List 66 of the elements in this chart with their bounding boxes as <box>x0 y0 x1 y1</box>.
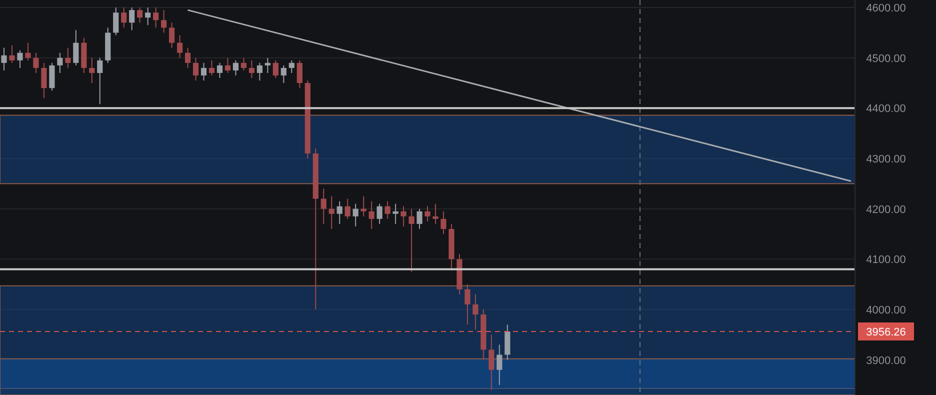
candlestick <box>432 203 438 224</box>
y-tick-label: 4600.00 <box>866 2 906 15</box>
ref-line-label: 3956.26 <box>866 326 906 338</box>
candlestick <box>161 10 167 34</box>
candlestick <box>256 62 262 82</box>
y-tick-label: 4500.00 <box>866 52 906 65</box>
candlestick <box>1 47 7 71</box>
y-tick-label: 4300.00 <box>866 154 906 166</box>
candlestick <box>488 334 494 390</box>
candlestick <box>200 62 207 82</box>
candlestick <box>113 7 119 36</box>
candlestick <box>496 344 502 386</box>
candlestick <box>248 60 254 78</box>
y-tick-label: 4400.00 <box>866 103 906 116</box>
candlestick <box>137 7 143 24</box>
candlestick <box>368 200 374 230</box>
candlestick <box>9 44 15 64</box>
candlestick <box>240 57 247 71</box>
candlestick <box>121 7 127 28</box>
y-tick-label: 4100.00 <box>866 254 906 266</box>
candlestick <box>65 47 71 68</box>
candlestick <box>57 52 63 74</box>
candlestick <box>328 196 334 230</box>
candlestick <box>264 57 270 74</box>
candlestick <box>17 50 23 68</box>
candlestick <box>440 210 446 234</box>
candlestick <box>169 22 175 48</box>
candlestick <box>192 57 199 82</box>
candlestick <box>296 60 302 89</box>
candlestick <box>216 62 223 78</box>
candlestick <box>472 294 478 330</box>
y-tick-label: 4200.00 <box>866 204 906 216</box>
candlestick <box>145 7 151 26</box>
candlestick <box>129 7 135 31</box>
candlestick <box>384 200 390 220</box>
candlestick <box>320 188 326 224</box>
candlestick <box>336 200 342 224</box>
candlestick <box>288 60 294 74</box>
candlestick <box>73 30 79 66</box>
candlestick <box>153 7 159 28</box>
candlestick <box>33 52 39 74</box>
candlestick <box>352 203 358 227</box>
y-tick-label: 3900.00 <box>866 354 906 367</box>
candlestick <box>408 208 414 272</box>
candlestick <box>392 203 398 224</box>
candlestick <box>424 206 430 222</box>
candlestick <box>344 198 350 220</box>
candlestick <box>464 284 470 326</box>
candlestick <box>272 60 278 78</box>
candlestick <box>184 47 191 68</box>
candlestick <box>416 208 422 230</box>
candlestick <box>41 62 47 99</box>
candlestick <box>176 34 183 58</box>
candlestick <box>97 57 103 105</box>
y-tick-label: 4000.00 <box>866 304 906 316</box>
candlestick <box>49 62 55 92</box>
candlestick <box>25 42 31 61</box>
candlestick <box>224 57 231 74</box>
candlestick <box>89 57 95 84</box>
candlestick <box>280 64 286 84</box>
candlestick <box>504 324 510 360</box>
candlestick <box>376 203 382 224</box>
candlestick <box>208 60 215 76</box>
candlestick <box>232 60 239 76</box>
candlestick <box>400 206 406 227</box>
candlestick <box>360 196 366 217</box>
